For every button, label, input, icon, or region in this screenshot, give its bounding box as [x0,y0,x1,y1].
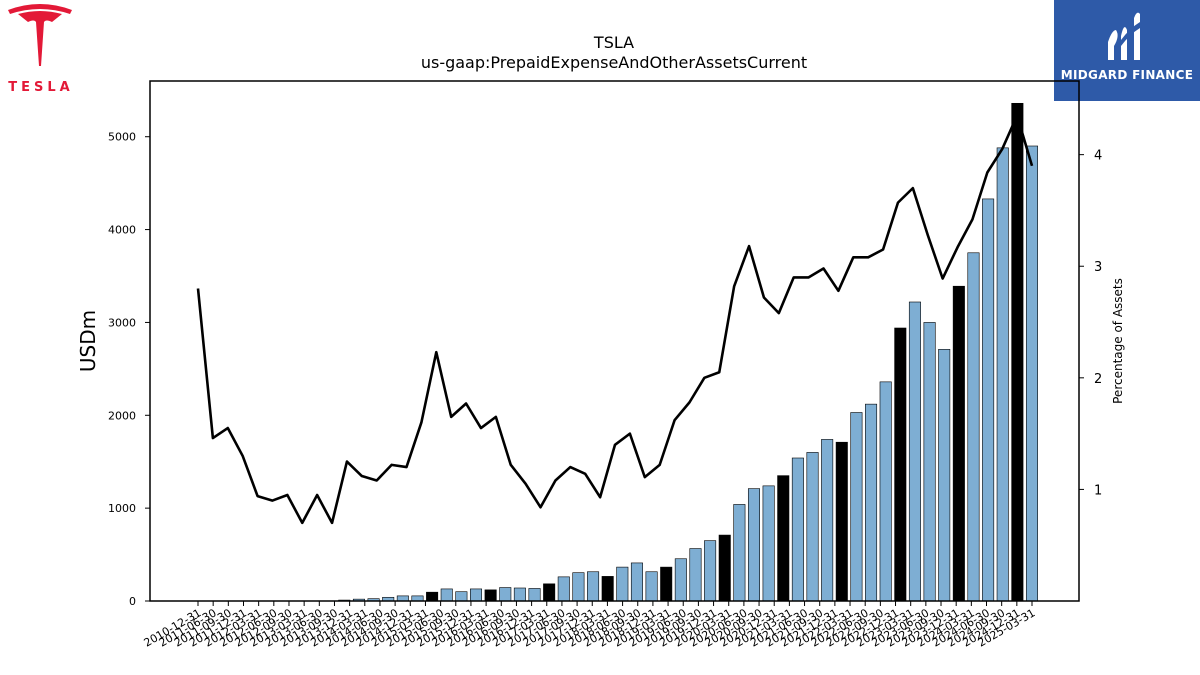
bar [469,588,483,602]
bar-series [338,102,1039,602]
bar [601,576,614,602]
y-axis-left: 0 1000 2000 3000 4000 5000 [108,131,150,608]
bar [952,285,965,602]
bar [733,504,746,602]
bar [499,587,512,602]
bar [513,587,526,602]
bar [879,381,892,602]
bar [894,327,907,602]
midgard-wordmark: MIDGARD FINANCE [1060,68,1194,82]
bar [806,452,819,602]
bar [1025,145,1039,602]
bar [426,591,439,602]
percentage-line [196,114,1034,525]
y2-axis-label: Percentage of Assets [1111,278,1125,404]
y-tick-label: 0 [129,595,136,608]
bar [587,571,600,602]
midgard-emblem-icon [1108,12,1140,60]
bar [572,572,585,602]
y2-tick-label: 4 [1094,149,1102,164]
tesla-logo: TESLA [0,0,80,100]
y-tick-label: 1000 [108,502,136,515]
bar [660,566,673,602]
bar [777,475,790,602]
chart-subtitle: us-gaap:PrepaidExpenseAndOtherAssetsCurr… [421,53,807,72]
bar [557,576,570,602]
bar [821,439,834,602]
bar [630,562,643,602]
plot-frame [149,80,1080,602]
bar [543,583,556,602]
chart-title: TSLA [593,33,634,52]
bar [982,198,995,602]
bar [484,589,497,602]
y-axis-right: 1 2 3 4 [1079,149,1102,498]
bar [1011,102,1024,602]
y-tick-label: 3000 [108,316,136,329]
bar [762,485,775,602]
bar [689,548,702,602]
tesla-t-icon [8,4,72,66]
bar [396,595,409,602]
bar [528,588,541,602]
y-axis-label: USDm [76,310,100,372]
x-axis: 2010-12-312011-06-302011-09-302011-12-31… [142,601,1038,650]
bar [865,403,878,602]
y-tick-label: 5000 [108,131,136,144]
bar [455,591,468,602]
bar [908,301,921,602]
bar [791,457,804,602]
bar [718,534,731,602]
bar [850,412,863,602]
y-tick-label: 2000 [108,409,136,422]
bar [996,147,1009,602]
bar [835,441,848,602]
y-tick-label: 4000 [108,224,136,237]
line-series [196,114,1034,525]
bar [704,540,717,602]
bar [645,571,658,602]
bar [411,595,424,602]
bar [967,252,980,602]
bar [923,322,936,602]
bar [938,349,951,602]
y2-tick-label: 3 [1094,260,1102,275]
bar [674,558,687,602]
y2-tick-label: 2 [1094,372,1102,387]
y2-tick-label: 1 [1094,483,1102,498]
bar [440,588,453,602]
tesla-wordmark: TESLA [8,80,74,95]
bar [616,566,629,602]
bar [747,488,760,602]
